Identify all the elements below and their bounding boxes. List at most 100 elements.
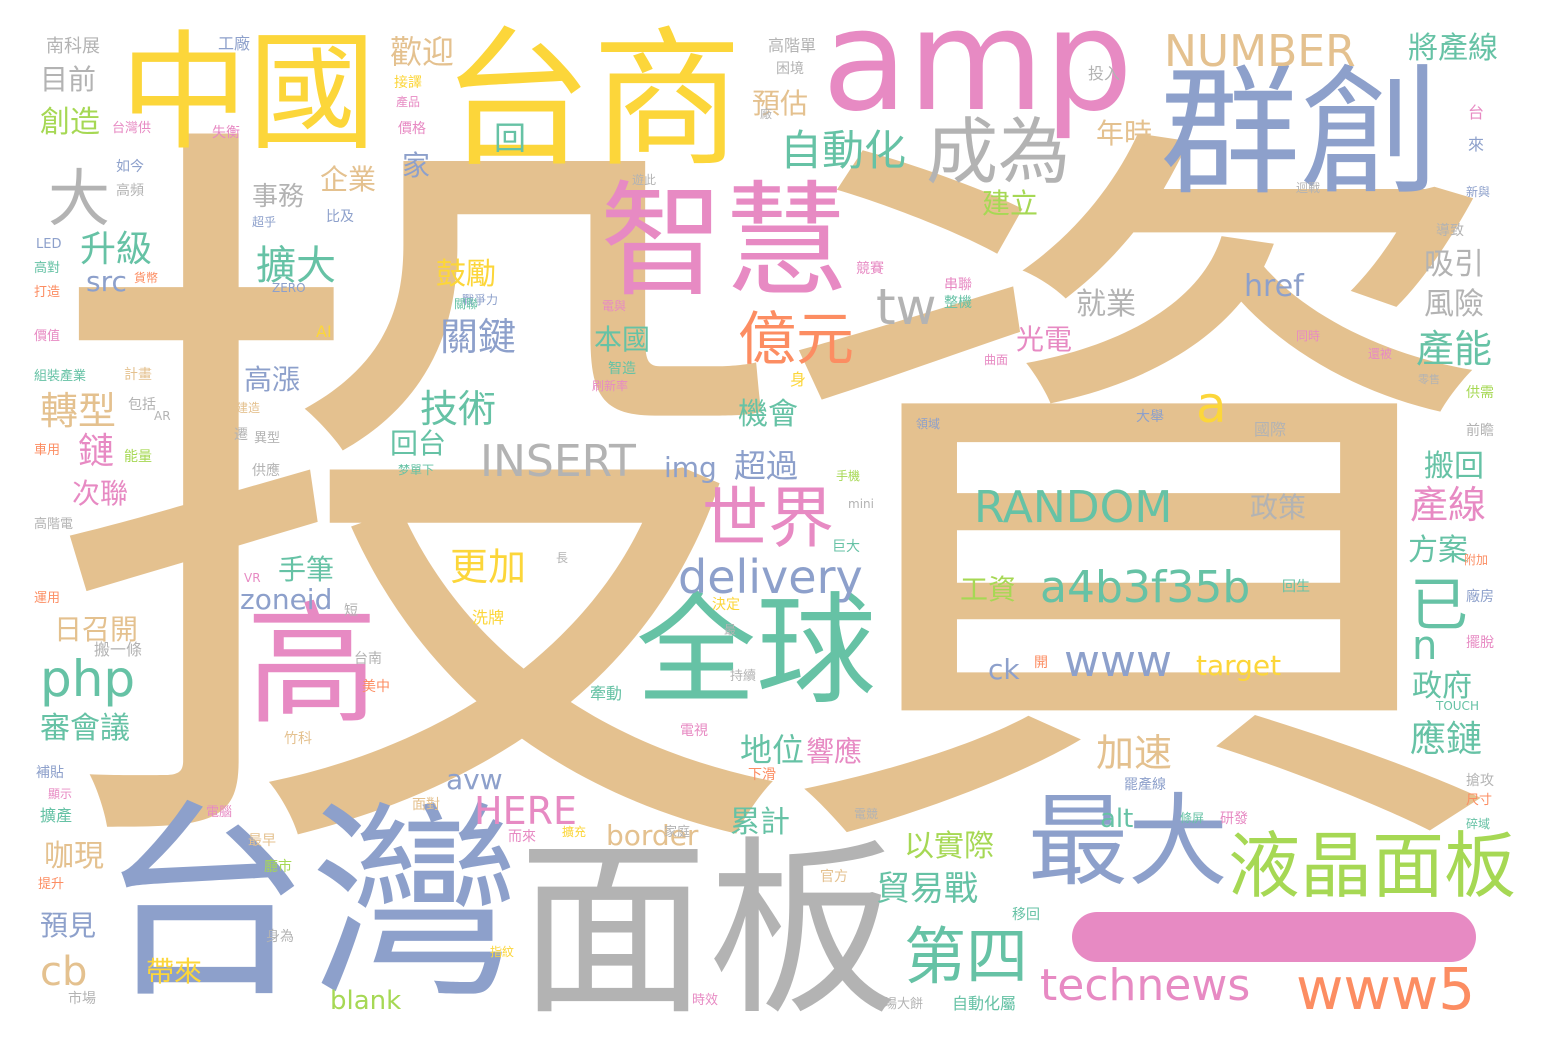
- word-medium: a4b3f35b: [1040, 562, 1251, 613]
- word-small: 罷產線: [1124, 777, 1166, 793]
- word-small: 最: [724, 623, 737, 637]
- word-large: amp: [822, 0, 1134, 143]
- word-medium: cb: [40, 949, 88, 995]
- word-small: 異型: [254, 431, 281, 446]
- word-small: 持續: [730, 669, 757, 684]
- word-small: 擴充: [562, 825, 587, 839]
- word-small: 本國: [594, 323, 651, 356]
- word-medium: 貿易戰: [876, 869, 978, 909]
- word-large: 台商: [442, 14, 743, 188]
- word-large: 高: [246, 589, 378, 743]
- word-small: 決定: [712, 597, 740, 613]
- word-small: 擺脫: [1466, 635, 1494, 651]
- word-medium: 成為: [926, 110, 1071, 194]
- word-small: 響應: [806, 735, 863, 768]
- word-small: 搬一條: [94, 640, 143, 659]
- word-main-1: 投資: [44, 68, 1524, 952]
- word-small: 下滑: [748, 767, 776, 783]
- word-small: 短: [344, 603, 358, 619]
- word-medium: 已: [1410, 571, 1469, 639]
- word-medium: 轉型: [40, 389, 117, 433]
- word-small: 台灣供: [112, 121, 152, 136]
- word-small: 條屏: [1180, 811, 1205, 825]
- word-small: 廠: [760, 107, 773, 121]
- word-small: avw: [446, 763, 503, 796]
- word-small: 企業: [320, 163, 377, 196]
- word-small: 超過: [734, 447, 799, 485]
- word-small: 審會議: [40, 711, 130, 746]
- word-small: 事務: [252, 182, 305, 212]
- word-small: 建立: [982, 187, 1039, 220]
- word-medium: 擴大: [256, 243, 336, 289]
- word-small: ZERO: [272, 281, 306, 295]
- word-small: 組裝產業: [34, 369, 87, 384]
- word-medium: 加速: [1096, 731, 1173, 775]
- word-small: 咖現: [44, 839, 104, 874]
- word-small: 家: [402, 149, 431, 182]
- word-large: 智慧: [600, 170, 849, 314]
- word-small: target: [1196, 649, 1282, 682]
- word-small: alt: [1100, 804, 1134, 834]
- word-small: 補貼: [36, 765, 64, 781]
- word-small: 新與: [1466, 185, 1491, 199]
- word-small: 手筆: [278, 553, 335, 586]
- word-small: VR: [244, 571, 261, 585]
- word-large: 中國: [120, 19, 377, 168]
- word-small: 導致: [1436, 223, 1464, 239]
- word-small: 擴產: [40, 806, 73, 825]
- word-small: 失衡: [212, 125, 240, 141]
- word-medium: 升級: [80, 229, 153, 270]
- word-small: 帶來: [146, 955, 203, 988]
- word-small: 還被: [1368, 347, 1393, 361]
- word-small: 廳市: [264, 859, 292, 875]
- word-small: 搶攻: [1466, 773, 1494, 789]
- word-medium: NUMBER: [1164, 26, 1356, 77]
- word-dash: 一: [1072, 912, 1476, 962]
- word-small: 打造: [34, 285, 61, 300]
- word-small: 智造: [608, 361, 636, 377]
- word-medium: 產能: [1416, 327, 1493, 371]
- word-small: 供需: [1466, 385, 1494, 401]
- word-small: 國際: [1254, 420, 1287, 439]
- word-small: 高階單: [768, 36, 817, 55]
- word-small: 戰爭力: [462, 293, 499, 307]
- word-small: 困境: [776, 61, 804, 77]
- word-small: 方案: [1408, 533, 1468, 568]
- word-medium: 產線: [1410, 483, 1487, 527]
- word-small: 梦單下: [398, 463, 435, 477]
- word-small: 年時: [1096, 117, 1153, 150]
- word-small: 累計: [730, 805, 790, 840]
- word-small: 前瞻: [1466, 423, 1494, 439]
- word-small: 時效: [692, 993, 719, 1008]
- word-medium: delivery: [678, 550, 863, 604]
- word-small: 比及: [326, 209, 354, 225]
- word-small: 運用: [34, 591, 61, 606]
- word-small: 市場: [68, 991, 96, 1007]
- word-small: 附加: [1464, 553, 1489, 567]
- word-small: 來: [1465, 136, 1484, 152]
- word-small: 刷新率: [592, 379, 629, 393]
- word-small: 工廠: [218, 34, 251, 53]
- word-small: 南科展: [46, 36, 100, 57]
- word-medium: www5: [1296, 955, 1476, 1023]
- word-small: 電視: [680, 723, 708, 739]
- word-small: 貨幣: [134, 271, 159, 285]
- word-small: AI: [316, 322, 332, 341]
- word-small: 廠房: [1466, 589, 1494, 605]
- word-small: 目前: [40, 63, 97, 96]
- word-small: src: [86, 265, 127, 298]
- word-small: 尺寸: [1466, 793, 1493, 808]
- word-small: blank: [330, 986, 402, 1016]
- word-small: 而來: [508, 829, 536, 845]
- word-small: 大舉: [1136, 409, 1164, 425]
- word-small: 超乎: [252, 215, 277, 229]
- word-small: 身為: [266, 929, 294, 945]
- word-small: 場大餅: [884, 997, 924, 1012]
- word-small: 以實際: [904, 829, 994, 864]
- word-small: 車用: [34, 443, 61, 458]
- word-medium: 將產線: [1408, 31, 1498, 66]
- word-small: 競賽: [856, 261, 884, 277]
- word-small: 包括: [128, 397, 156, 413]
- word-small: 移回: [1012, 907, 1040, 923]
